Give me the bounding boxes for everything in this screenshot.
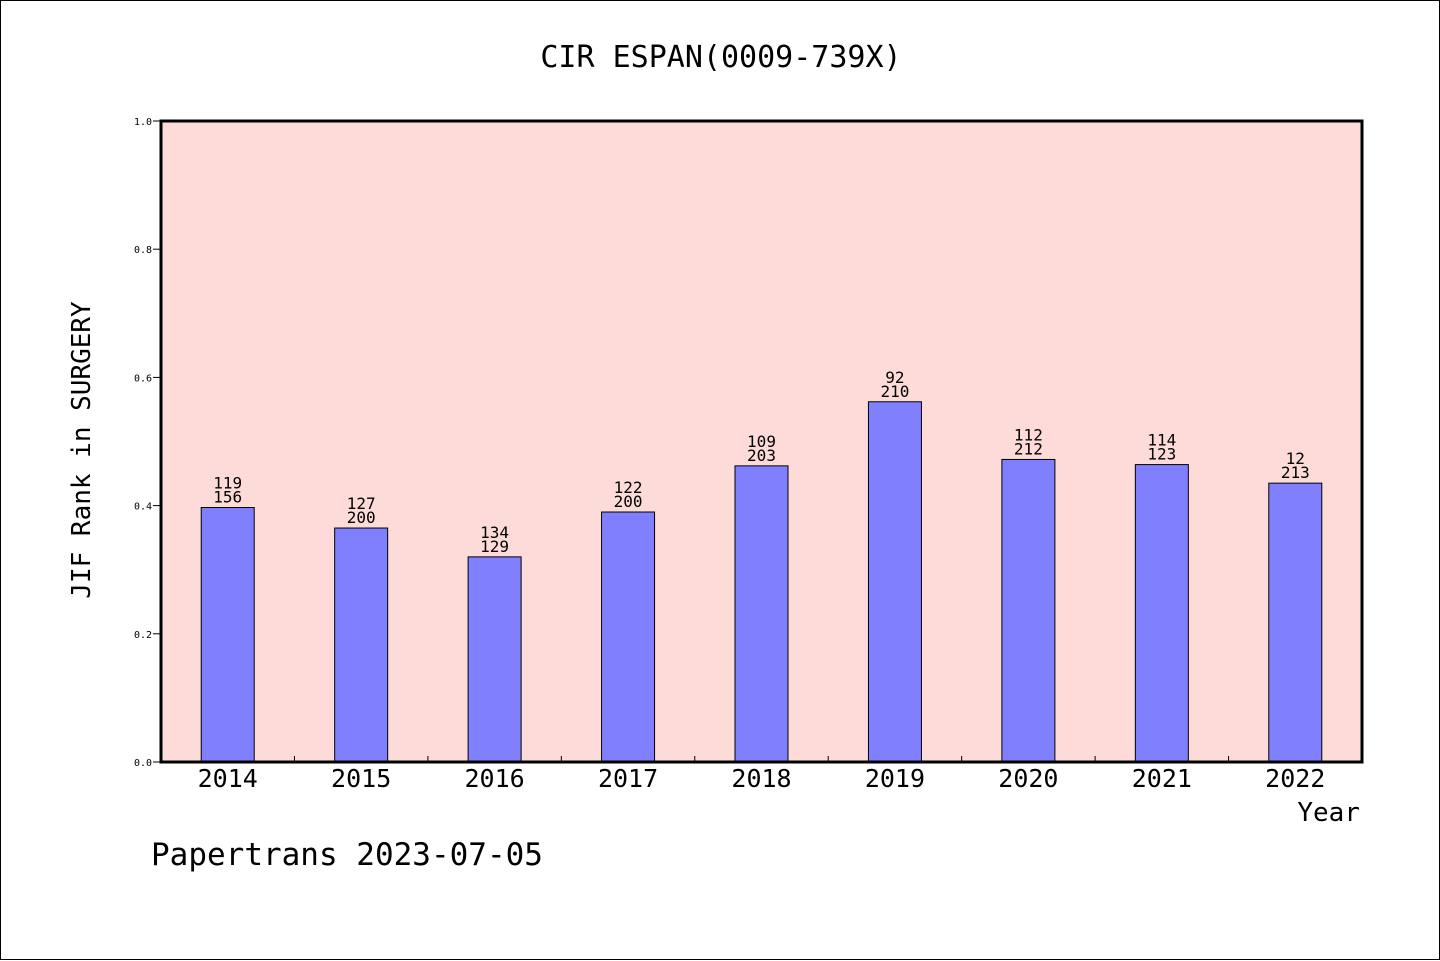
- x-tick-label: 2018: [731, 764, 791, 793]
- x-tick-label: 2016: [465, 764, 525, 793]
- y-tick-label: 0.8: [134, 245, 152, 256]
- bar-label-total: 156: [213, 488, 242, 507]
- bar: [467, 556, 522, 763]
- bar: [1134, 464, 1189, 763]
- bar-label-total: 200: [614, 492, 643, 511]
- x-tick-label: 2017: [598, 764, 658, 793]
- bar-label-total: 212: [1014, 439, 1043, 458]
- chart-title: CIR ESPAN(0009-739X): [540, 40, 901, 75]
- bar-label-total: 203: [747, 446, 776, 465]
- bar: [334, 527, 389, 763]
- bar-label-rank: 127: [347, 494, 376, 513]
- bar: [601, 511, 656, 763]
- x-tick-label: 2015: [331, 764, 391, 793]
- bar-label-total: 123: [1147, 445, 1176, 464]
- bar-label-rank: 134: [480, 523, 509, 542]
- bar-label-rank: 114: [1147, 431, 1176, 450]
- y-axis-title: JIF Rank in SURGERY: [67, 301, 97, 599]
- y-tick-label: 0.2: [134, 630, 152, 641]
- footer-credit: Papertrans 2023-07-05: [151, 837, 543, 873]
- plot-border: [159, 119, 1364, 764]
- bar: [1268, 482, 1323, 763]
- bar-label-rank: 119: [213, 474, 242, 493]
- bar-label-rank: 12: [1286, 449, 1305, 468]
- y-tick-label: 0.0: [134, 758, 152, 769]
- bar: [200, 507, 255, 763]
- x-tick-label: 2014: [198, 764, 258, 793]
- bar-label-rank: 112: [1014, 425, 1043, 444]
- x-tick-label: 2019: [865, 764, 925, 793]
- bar-label-total: 210: [880, 382, 909, 401]
- bar: [1001, 458, 1056, 763]
- bar-label-rank: 122: [614, 478, 643, 497]
- bar-label-total: 213: [1281, 463, 1310, 482]
- bar: [734, 465, 789, 763]
- bar-series: 1191562014127200201513412920161222002017…: [198, 368, 1326, 793]
- bar-label-total: 200: [347, 508, 376, 527]
- bar-label-total: 129: [480, 537, 509, 556]
- x-tick-label: 2020: [998, 764, 1058, 793]
- x-tick-label: 2022: [1265, 764, 1325, 793]
- x-tick-label: 2021: [1132, 764, 1192, 793]
- x-axis-title: Year: [1297, 798, 1360, 828]
- y-tick-label: 0.4: [134, 502, 152, 513]
- y-tick-label: 1.0: [134, 117, 152, 128]
- bar-label-rank: 109: [747, 432, 776, 451]
- y-tick-label: 0.6: [134, 373, 152, 384]
- bar: [867, 401, 922, 763]
- bar-label-rank: 92: [885, 368, 904, 387]
